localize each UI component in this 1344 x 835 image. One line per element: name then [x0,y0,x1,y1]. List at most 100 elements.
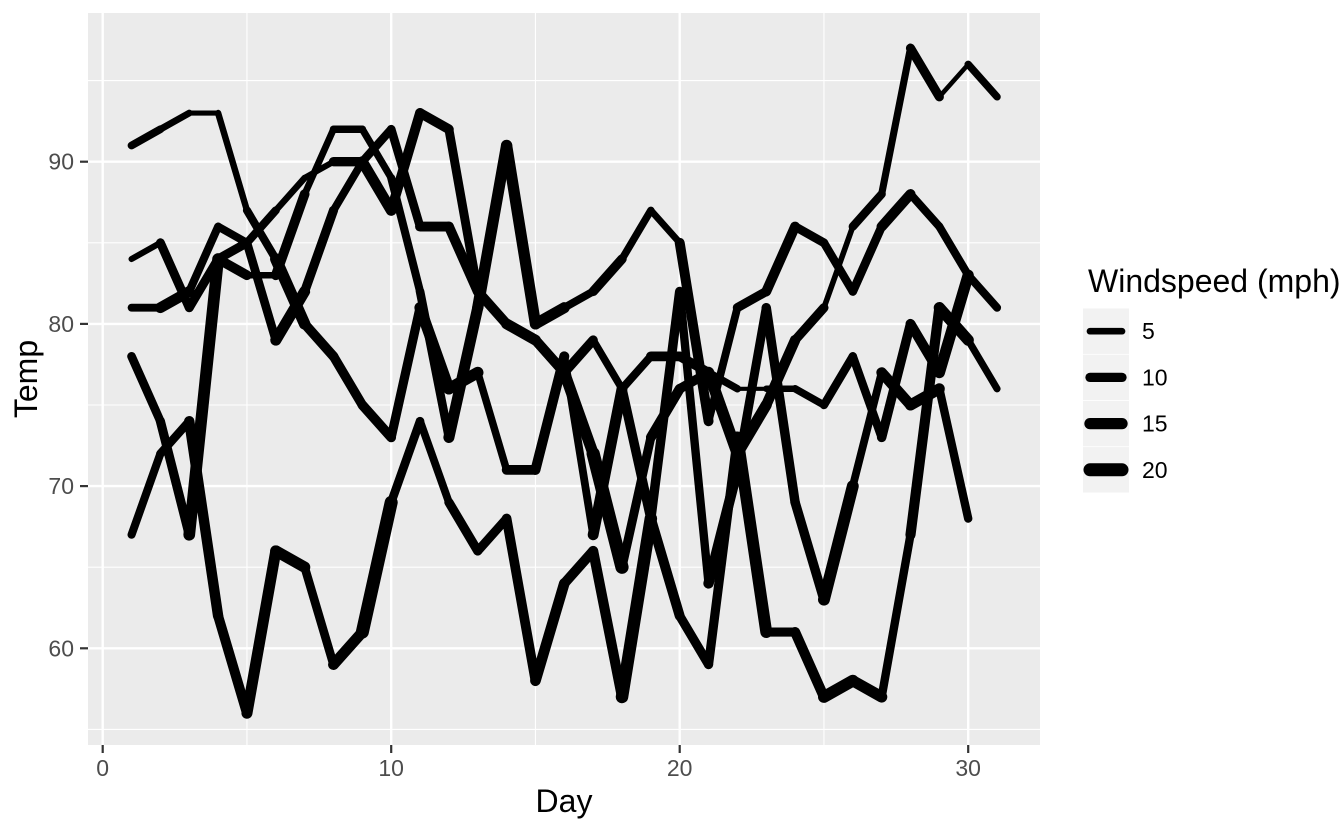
line-segment [444,124,483,296]
x-tick-label: 20 [667,755,693,781]
line-segment [242,238,281,345]
line-segment [935,222,973,280]
line-segment [732,286,771,313]
line-segment [272,174,308,214]
line-segment [617,384,656,524]
line-segment [821,223,856,311]
line-segment [473,514,512,556]
x-axis-title: Day [536,783,593,819]
line-segment [848,189,886,231]
line-segment [357,400,397,443]
x-tick-label: 10 [378,755,404,781]
line-segment [587,383,628,541]
line-segment [472,286,512,329]
line-segment [904,383,945,411]
line-segment [301,158,337,181]
line-segment [761,221,801,297]
line-segment [559,545,599,589]
legend-label: 5 [1142,318,1155,344]
line-segment [443,302,484,443]
line-segment [529,302,570,330]
line-segment [790,303,829,345]
line-segment [299,319,339,362]
y-tick-label: 70 [48,473,74,499]
line-segment [964,271,1002,312]
line-segment [386,124,425,231]
line-segment [387,173,425,296]
line-segment [905,43,944,102]
line-segment [905,302,945,540]
line-segment [964,336,1001,393]
legend: Windspeed (mph) 5 10 15 20 [1083,263,1341,493]
line-segment [183,253,224,541]
line-segment [674,237,714,427]
line-segment [877,530,915,702]
line-segment [415,108,454,135]
line-segment [819,352,857,410]
data-line-4 [127,43,1001,460]
line-segment [155,416,194,540]
line-segment [937,62,971,100]
line-segment [848,368,886,491]
line-segment [876,189,916,232]
y-axis-title: Temp [8,340,44,418]
line-segment [157,109,193,133]
line-segment [474,368,511,474]
line-segment [848,222,886,296]
line-segment [127,449,165,539]
line-segment [358,125,395,182]
line-segment [791,385,828,409]
data-line-3 [128,125,1002,443]
line-segment [848,352,886,442]
line-segment [761,302,800,508]
line-segment [906,190,944,231]
line-segment [876,319,916,443]
line-segment [386,303,425,443]
line-segment [933,269,974,379]
line-segment [328,626,368,670]
line-segment [386,416,425,507]
line-segment [128,239,164,263]
line-segment [443,366,484,395]
line-segment [761,334,801,411]
line-segment [560,287,598,312]
line-segment [328,351,368,410]
x-tick-label: 30 [955,755,981,781]
line-segment [702,366,744,460]
line-segment [646,286,685,524]
line-segment [213,610,252,719]
line-segment [127,352,165,426]
line-segment [588,545,628,703]
line-segment [530,578,570,687]
line-segment [502,319,541,345]
line-segment [500,139,542,330]
line-segment [414,302,455,395]
line-segment [589,336,626,393]
line-segment [905,318,945,378]
line-segment [790,626,830,703]
y-tick-label: 90 [48,149,74,175]
line-segment [213,254,252,281]
line-segment [615,512,658,704]
line-segment [127,125,165,150]
data-lines [127,43,1002,719]
line-segment [214,222,251,247]
line-segment [876,367,916,411]
line-segment [270,253,311,330]
line-segment [818,480,859,606]
legend-label: 20 [1142,457,1168,483]
y-tick-label: 80 [48,311,74,337]
line-segment [645,513,685,621]
grid-major [88,13,1040,745]
line-segment [501,513,541,686]
legend-label: 15 [1142,411,1168,437]
line-segment [300,562,338,669]
line-segment [416,417,453,507]
line-segment [184,254,223,313]
line-segment [560,352,598,539]
line-segment [241,545,282,719]
y-tick-label: 60 [48,635,74,661]
line-segment [647,206,684,247]
line-segment [242,206,280,247]
